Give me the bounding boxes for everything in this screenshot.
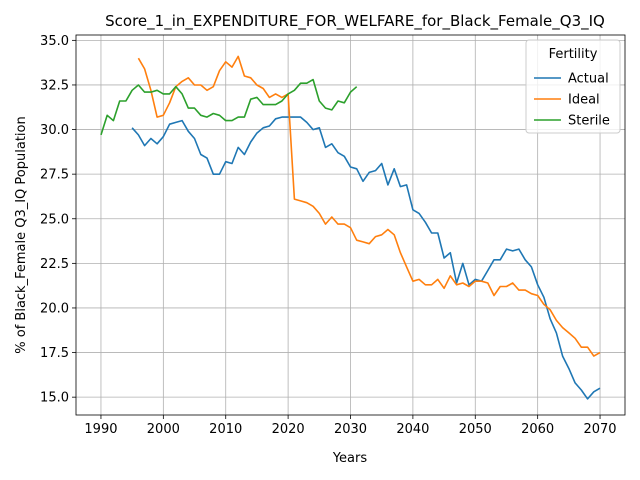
y-tick-label: 15.0	[40, 391, 69, 406]
legend-label-ideal: Ideal	[568, 93, 600, 108]
legend-label-actual: Actual	[568, 72, 609, 87]
x-tick-label: 2010	[209, 422, 242, 437]
y-tick-label: 30.0	[40, 123, 69, 138]
series-line-actual	[132, 117, 600, 399]
y-tick-label: 25.0	[40, 212, 69, 227]
y-tick-label: 20.0	[40, 301, 69, 316]
legend-title: Fertility	[549, 47, 598, 62]
x-tick-label: 2000	[147, 422, 180, 437]
y-axis-label: % of Black_Female Q3_IQ Population	[14, 116, 29, 353]
x-tick-label: 2040	[396, 422, 429, 437]
y-tick-label: 32.5	[40, 78, 69, 93]
x-tick-label: 2070	[583, 422, 616, 437]
x-tick-label: 2050	[459, 422, 492, 437]
y-tick-label: 22.5	[40, 257, 69, 272]
legend-label-sterile: Sterile	[568, 114, 610, 129]
x-tick-label: 1990	[84, 422, 117, 437]
y-tick-label: 27.5	[40, 168, 69, 183]
y-tick-label: 35.0	[40, 34, 69, 49]
y-tick-label: 17.5	[40, 346, 69, 361]
legend: Fertility Actual Ideal Sterile	[526, 40, 620, 133]
series-line-sterile	[101, 80, 357, 135]
x-tick-label: 2030	[334, 422, 367, 437]
x-tick-label: 2060	[521, 422, 554, 437]
chart-title: Score_1_in_EXPENDITURE_FOR_WELFARE_for_B…	[105, 12, 605, 31]
x-tick-label: 2020	[272, 422, 305, 437]
x-axis-label: Years	[332, 451, 368, 466]
